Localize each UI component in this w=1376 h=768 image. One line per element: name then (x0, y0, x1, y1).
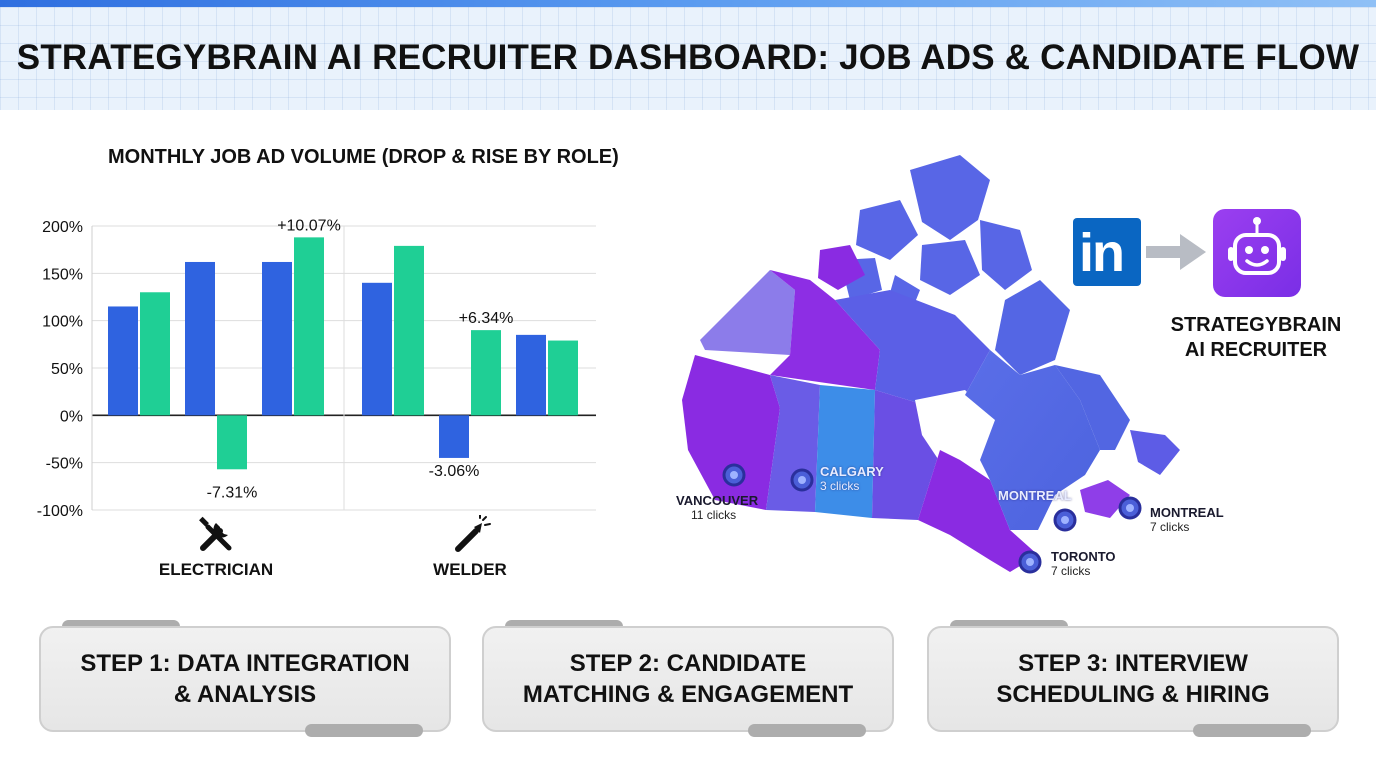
step-2-line-2: MATCHING & ENGAGEMENT (522, 681, 854, 708)
data-label: +10.07% (277, 217, 341, 234)
region-maritimes (1080, 480, 1130, 518)
y-tick-label: -50% (46, 456, 83, 473)
city-label-montreal: MONTREAL (998, 488, 1072, 503)
city-name: VANCOUVER (676, 493, 759, 508)
header-banner (0, 7, 1376, 110)
marker-calgary-center (798, 476, 806, 484)
arctic-island-purple (818, 245, 865, 290)
welding-torch-icon (452, 514, 492, 560)
step-2-card: STEP 2: CANDIDATE MATCHING & ENGAGEMENT (482, 626, 894, 732)
region-nunavut (835, 290, 990, 405)
marker-toronto-center (1026, 558, 1034, 566)
city-label-toronto: TORONTO 7 clicks (1051, 549, 1116, 579)
bar-electrician-3 (217, 415, 247, 470)
city-label-vancouver: VANCOUVER 11 clicks (676, 493, 758, 523)
region-nwt (770, 270, 880, 390)
bar-welder-1 (394, 245, 424, 416)
bar-welder-3 (471, 330, 501, 416)
step-2-text: STEP 2: CANDIDATE MATCHING & ENGAGEMENT (518, 648, 858, 710)
arrow-right-icon (1146, 234, 1206, 270)
city-name: CALGARY (820, 464, 884, 479)
bar-chart: 200% 150% 100% 50% 0% -50% -100% -7.31% +10.07% -… (37, 217, 596, 520)
region-ontario (918, 450, 1038, 572)
bar-welder-4 (516, 334, 546, 416)
step-1-line-1: STEP 1: DATA INTEGRATION (80, 650, 410, 677)
city-clicks: 11 clicks (691, 508, 737, 522)
step-2-line-1: STEP 2: CANDIDATE (569, 650, 807, 677)
page-title: STRATEGYBRAIN AI RECRUITER DASHBOARD: JO… (16, 38, 1360, 77)
region-quebec (965, 350, 1100, 530)
city-clicks: 3 clicks (820, 479, 860, 493)
chart-title: MONTHLY JOB AD VOLUME (DROP & RISE BY RO… (108, 146, 619, 168)
bar-electrician-2 (185, 261, 215, 416)
bar-welder-5 (548, 340, 578, 416)
wrench-screwdriver-icon (196, 515, 236, 560)
region-bc (682, 355, 780, 510)
y-tick-label: 100% (42, 314, 83, 331)
brand-line-2: AI RECRUITER (1184, 339, 1328, 361)
top-accent-strip (0, 0, 1376, 7)
step-3-tab-bottom (1193, 724, 1311, 737)
brand-line-1: STRATEGYBRAIN (1170, 314, 1342, 336)
brand-label: STRATEGYBRAIN AI RECRUITER (1150, 313, 1362, 363)
region-newfoundland (1130, 430, 1180, 475)
region-yukon (700, 270, 795, 355)
city-markers (722, 463, 1142, 574)
bar-electrician-1 (140, 292, 170, 416)
data-label: -3.06% (429, 463, 480, 480)
city-label-calgary: CALGARY 3 clicks (820, 464, 884, 494)
city-name: MONTREAL (1150, 505, 1224, 520)
data-label: +6.34% (459, 310, 514, 327)
role-label-welder: WELDER (433, 560, 507, 579)
linkedin-logo-text: in (1079, 223, 1125, 283)
y-tick-label: 50% (51, 361, 83, 378)
city-label-montreal-east: MONTREAL 7 clicks (1150, 505, 1224, 535)
step-1-text: STEP 1: DATA INTEGRATION & ANALYSIS (75, 648, 415, 710)
canada-map (682, 155, 1180, 574)
baffin-island (995, 280, 1070, 375)
step-3-line-1: STEP 3: INTERVIEW (1018, 650, 1248, 677)
city-clicks: 7 clicks (1051, 564, 1091, 578)
step-3-text: STEP 3: INTERVIEW SCHEDULING & HIRING (963, 648, 1303, 710)
step-1-tab-bottom (305, 724, 423, 737)
step-2-tab-bottom (748, 724, 866, 737)
data-label: -7.31% (207, 484, 258, 501)
marker-montreal-east-center (1126, 504, 1134, 512)
role-label-electrician: ELECTRICIAN (158, 560, 274, 579)
bar-electrician-0 (108, 306, 138, 416)
robot-icon (1213, 209, 1301, 297)
bar-welder-0 (362, 282, 392, 416)
step-3-line-2: SCHEDULING & HIRING (996, 681, 1270, 708)
y-tick-label: 150% (42, 266, 83, 283)
arctic-islands (840, 155, 1032, 315)
bar-electrician-4 (262, 261, 292, 416)
step-3-card: STEP 3: INTERVIEW SCHEDULING & HIRING (927, 626, 1339, 732)
y-tick-label: -100% (37, 503, 83, 520)
city-name: MONTREAL (998, 488, 1072, 503)
marker-vancouver-center (730, 471, 738, 479)
step-1-line-2: & ANALYSIS (173, 681, 317, 708)
linkedin-logo: in (1073, 218, 1141, 286)
region-saskatchewan (815, 385, 875, 518)
step-1-card: STEP 1: DATA INTEGRATION & ANALYSIS (39, 626, 451, 732)
hudson-bay (915, 390, 995, 462)
y-tick-label: 0% (60, 408, 83, 425)
city-clicks: 7 clicks (1150, 520, 1190, 534)
bar-welder-2 (439, 415, 469, 458)
city-name: TORONTO (1051, 549, 1116, 564)
marker-montreal-center (1061, 516, 1069, 524)
bar-electrician-5 (294, 237, 324, 416)
y-tick-label: 200% (42, 219, 83, 236)
region-labrador (1055, 365, 1130, 450)
